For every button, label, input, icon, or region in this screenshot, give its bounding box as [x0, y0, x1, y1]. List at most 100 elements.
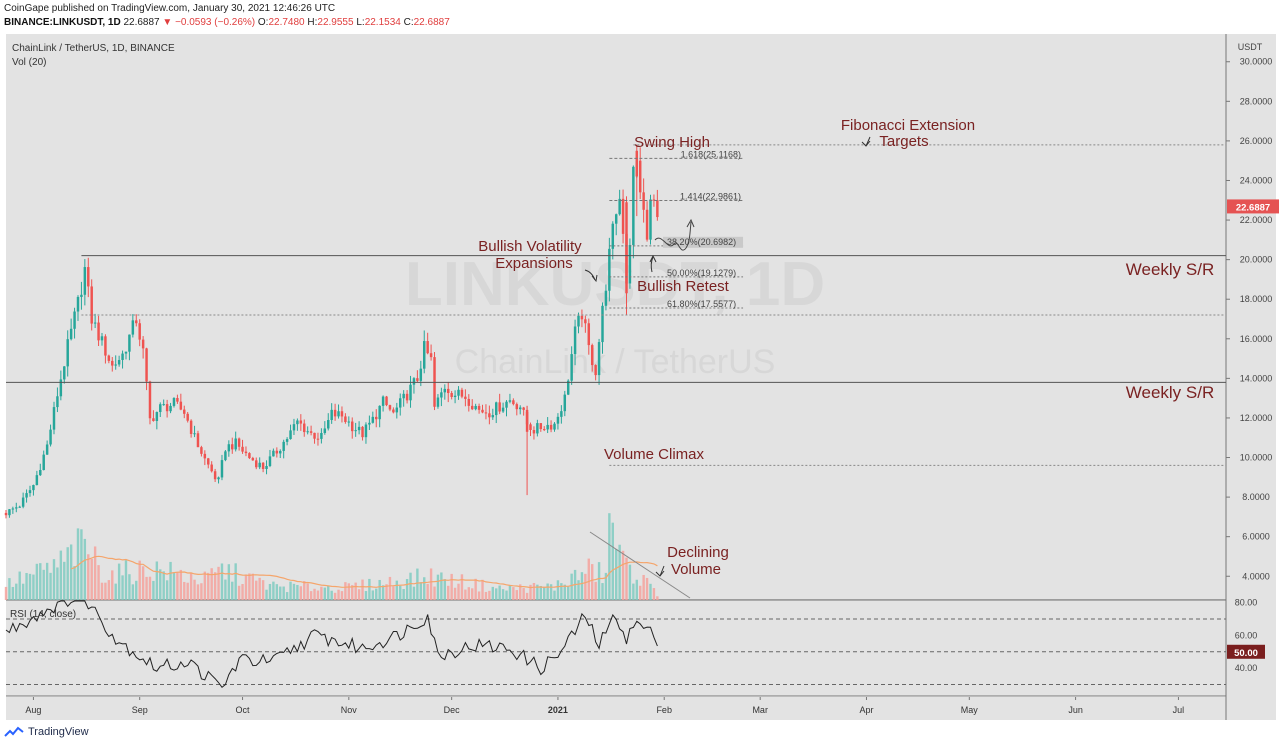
- candle-body: [296, 420, 299, 425]
- weekly-sr-upper-label: Weekly S/R: [1126, 260, 1215, 279]
- candle-body: [117, 359, 121, 365]
- candle-body: [635, 150, 639, 177]
- volume-bar: [618, 544, 621, 600]
- volume-bar: [207, 572, 210, 600]
- ohlc-line: BINANCE:LINKUSDT, 1D 22.6887 ▼ −0.0593 (…: [4, 16, 450, 30]
- candle-body: [21, 497, 25, 507]
- volume-bar: [649, 583, 652, 600]
- last-price-tag-label: 22.6887: [1236, 202, 1270, 213]
- watermark-symbol: LINKUSDT, 1D: [405, 250, 825, 319]
- candle-body: [138, 323, 141, 340]
- volume-bar: [443, 579, 447, 600]
- volume-bar: [224, 579, 227, 600]
- volume-bar: [498, 585, 501, 600]
- volume-bar: [186, 582, 189, 600]
- volume-bar: [505, 590, 508, 600]
- price-tick-label: 22.0000: [1240, 215, 1273, 225]
- candle-body: [614, 214, 618, 224]
- candle-body: [392, 409, 395, 413]
- trading-chart[interactable]: LINKUSDT, 1D ChainLink / TetherUS ChainLin…: [0, 0, 1280, 722]
- volume-bar: [495, 588, 498, 600]
- volume-bar: [32, 574, 35, 600]
- volume-bar: [244, 574, 248, 600]
- candle-body: [649, 199, 652, 240]
- candle-body: [258, 462, 261, 468]
- volume-bar: [52, 559, 56, 600]
- candle-body: [399, 398, 402, 408]
- candle-body: [597, 342, 601, 376]
- volume-bar: [597, 562, 601, 600]
- volume-bar: [464, 589, 467, 600]
- candle-body: [446, 388, 450, 394]
- candle-body: [608, 248, 611, 291]
- tradingview-brand: TradingView: [28, 726, 89, 738]
- volume-bar: [621, 550, 625, 600]
- candle-body: [87, 267, 90, 287]
- candle-body: [165, 404, 169, 412]
- volume-bar: [135, 580, 138, 600]
- fib-level-label: 61.80%(17.5577): [667, 299, 736, 309]
- volume-bar: [231, 581, 234, 600]
- volume-bar: [176, 572, 179, 600]
- volume-climax-label: Volume Climax: [604, 446, 705, 463]
- volume-bar: [8, 578, 11, 600]
- volume-bar: [107, 580, 111, 600]
- price-tick-label: 16.0000: [1240, 334, 1273, 344]
- volume-bar: [604, 572, 608, 600]
- volume-bar: [580, 572, 584, 600]
- candle-body: [152, 418, 155, 421]
- volume-bar: [474, 578, 477, 600]
- fib-level-label: 38.20%(20.6982): [667, 237, 736, 247]
- candle-body: [25, 493, 28, 498]
- volume-bar: [543, 586, 546, 600]
- price-tick-label: 12.0000: [1240, 413, 1273, 423]
- candle-body: [268, 456, 272, 466]
- volume-bar: [412, 586, 416, 600]
- volume-bar: [306, 583, 309, 600]
- candle-body: [179, 401, 183, 410]
- candle-body: [162, 404, 165, 406]
- candle-body: [371, 416, 375, 423]
- volume-bar: [484, 591, 488, 600]
- candle-body: [172, 397, 176, 406]
- candle-body: [549, 424, 553, 430]
- candle-body: [155, 412, 159, 421]
- candle-body: [477, 405, 481, 410]
- candle-body: [97, 322, 100, 341]
- candle-body: [375, 416, 378, 420]
- volume-bar: [584, 573, 587, 600]
- candle-body: [494, 402, 498, 416]
- volume-bar: [615, 549, 618, 600]
- volume-bar: [635, 579, 638, 600]
- candle-body: [248, 453, 251, 459]
- candle-body: [244, 451, 248, 454]
- candle-body: [18, 506, 21, 508]
- volume-bar: [268, 583, 272, 600]
- volume-bar: [405, 579, 409, 600]
- volume-bar: [364, 591, 368, 600]
- volume-bar: [292, 583, 296, 600]
- declining-arrow: [655, 565, 665, 577]
- candle-body: [333, 409, 337, 417]
- volume-bar: [656, 596, 659, 600]
- volume-bar: [639, 585, 642, 600]
- last-price-tag: [1227, 199, 1279, 214]
- volume-bar: [63, 561, 66, 600]
- candle-body: [327, 420, 330, 429]
- candle-body: [217, 477, 220, 480]
- volume-bar: [652, 588, 656, 600]
- candle-body: [488, 413, 491, 418]
- candle-body: [186, 413, 189, 421]
- candle-body: [8, 509, 11, 516]
- price-tick-label: 14.0000: [1240, 373, 1273, 383]
- volume-bar: [316, 590, 320, 600]
- volume-bar: [477, 591, 481, 600]
- volume-bar: [357, 589, 361, 600]
- price-axis-background: [1226, 34, 1276, 720]
- high-label: H:: [307, 17, 318, 28]
- volume-bar: [337, 589, 340, 600]
- candle-body: [337, 411, 340, 417]
- volume-bar: [159, 569, 162, 600]
- candle-body: [11, 508, 15, 510]
- volume-bar: [97, 565, 100, 600]
